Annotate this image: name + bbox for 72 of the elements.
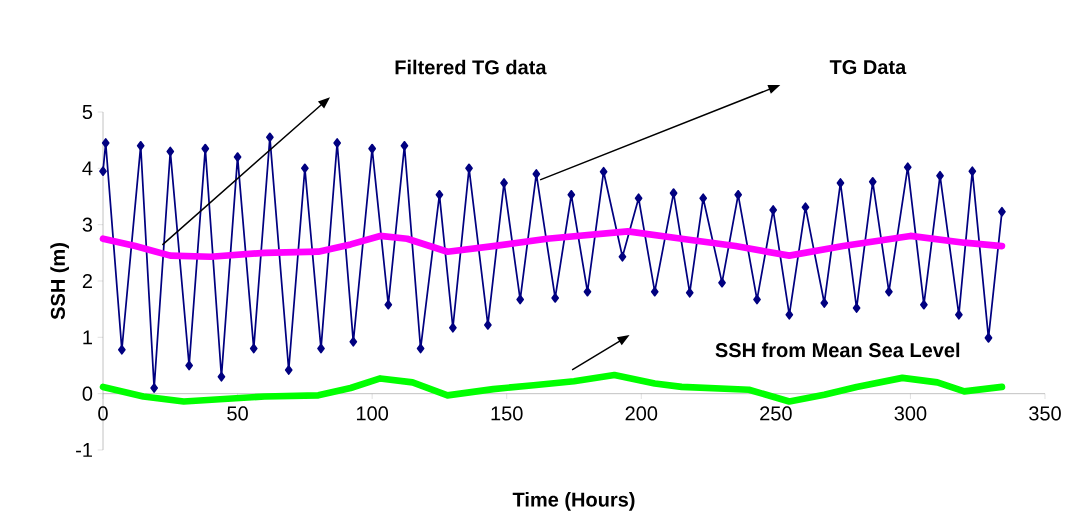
point — [903, 162, 912, 173]
point — [567, 189, 576, 200]
point — [368, 143, 377, 154]
point — [484, 320, 492, 330]
point — [785, 309, 794, 320]
y-tick-label: 5 — [82, 105, 93, 119]
x-tick-label: 250 — [760, 406, 792, 421]
point — [201, 143, 210, 154]
point — [465, 163, 473, 174]
point — [317, 343, 325, 354]
x-tick-label: 0 — [98, 406, 108, 421]
point — [301, 163, 309, 174]
x-tick-label: 50 — [227, 406, 248, 421]
annotation: SSH from Mean Sea Level — [715, 342, 960, 358]
point — [516, 294, 525, 305]
point — [233, 152, 242, 162]
x-tick-label: 150 — [491, 406, 523, 421]
point — [166, 146, 175, 157]
text: Filtered TG data — [395, 59, 547, 75]
y-tick-label: -1 — [76, 443, 92, 457]
point — [249, 343, 258, 354]
y-tick-label: 3 — [82, 217, 93, 232]
point — [117, 344, 126, 355]
point — [136, 140, 145, 151]
point — [955, 309, 963, 320]
y-tick-label: 0 — [82, 386, 93, 401]
point — [217, 371, 226, 382]
point — [998, 206, 1006, 217]
point — [820, 298, 829, 308]
point — [449, 322, 457, 333]
point — [284, 365, 293, 375]
point — [734, 189, 743, 200]
point — [769, 205, 778, 215]
point — [984, 333, 993, 343]
y-tick-label: 1 — [83, 330, 92, 345]
point — [349, 336, 358, 347]
text: TG Data — [829, 59, 907, 75]
point — [101, 138, 110, 148]
point — [836, 178, 845, 188]
y-tick-label: 4 — [82, 161, 93, 176]
point — [920, 299, 928, 310]
point — [185, 360, 194, 371]
point — [400, 140, 409, 151]
point — [936, 170, 944, 181]
x-tick-label: 100 — [356, 406, 389, 421]
point — [333, 138, 342, 148]
x-axis-title: Time (Hours) — [512, 492, 635, 511]
x-tick-label: 350 — [1029, 406, 1061, 421]
point — [150, 383, 159, 393]
point — [599, 166, 608, 177]
point — [685, 287, 694, 298]
point — [551, 293, 560, 303]
point — [532, 169, 541, 179]
point — [583, 286, 592, 297]
point — [650, 286, 659, 297]
x-tick-label: 200 — [625, 406, 658, 421]
point — [968, 166, 977, 177]
x-tick-label: 300 — [894, 406, 927, 421]
point — [266, 132, 274, 143]
point — [500, 178, 508, 188]
point — [99, 166, 107, 177]
point — [435, 189, 444, 200]
point — [852, 303, 861, 313]
point — [885, 286, 893, 297]
y-axis-title: SSH (m) — [50, 243, 69, 320]
point — [753, 294, 761, 305]
point — [618, 251, 627, 262]
point — [416, 343, 425, 354]
point — [384, 299, 393, 310]
y-tick-label: 2 — [82, 274, 92, 288]
point — [868, 176, 877, 187]
point — [669, 188, 678, 198]
